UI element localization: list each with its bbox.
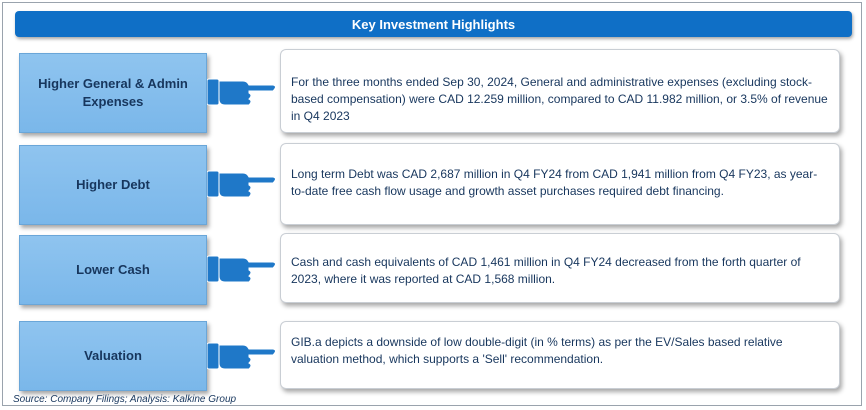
pointing-hand-icon — [207, 342, 276, 370]
highlights-panel: Key Investment Highlights Higher General… — [2, 2, 862, 406]
panel-title: Key Investment Highlights — [15, 11, 852, 37]
pointing-hand-icon — [207, 78, 276, 106]
highlight-text-cash: Cash and cash equivalents of CAD 1,461 m… — [280, 233, 840, 303]
highlight-label-ga-expenses: Higher General & Admin Expenses — [19, 53, 207, 133]
source-note: Source: Company Filings; Analysis: Kalki… — [13, 394, 237, 405]
highlight-text-ga-expenses: For the three months ended Sep 30, 2024,… — [280, 49, 840, 133]
highlight-label-debt: Higher Debt — [19, 145, 207, 225]
highlight-text-debt: Long term Debt was CAD 2,687 million in … — [280, 143, 840, 225]
highlight-label-cash: Lower Cash — [19, 235, 207, 305]
pointing-hand-icon — [207, 170, 276, 198]
highlight-text-valuation: GIB.a depicts a downside of low double-d… — [280, 321, 840, 389]
highlight-label-valuation: Valuation — [19, 321, 207, 391]
pointing-hand-icon — [207, 255, 276, 283]
